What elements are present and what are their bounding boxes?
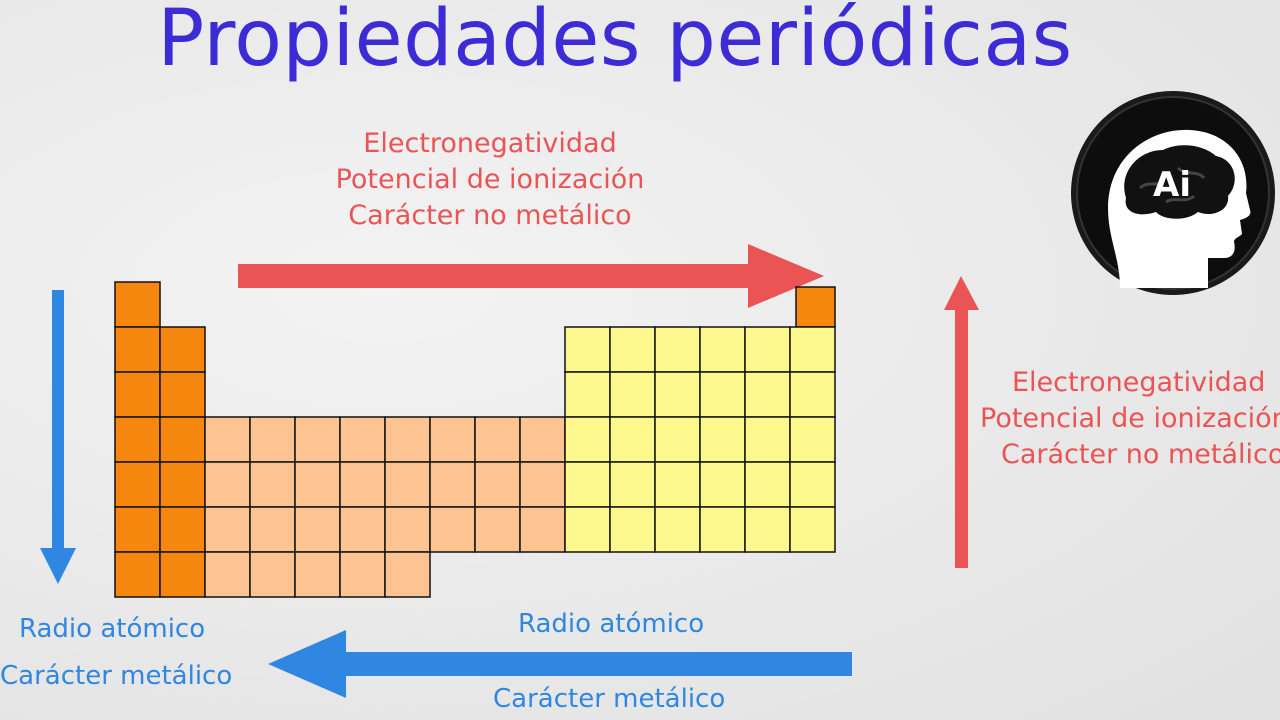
element-cell — [339, 416, 386, 463]
element-cell — [654, 506, 701, 553]
element-cell — [699, 326, 746, 373]
element-cell — [114, 461, 161, 508]
element-cell — [519, 416, 566, 463]
element-cell — [159, 506, 206, 553]
ai-logo: Ai — [1068, 88, 1278, 298]
element-cell — [429, 416, 476, 463]
element-cell — [699, 416, 746, 463]
element-cell — [384, 506, 431, 553]
element-cell — [294, 551, 341, 598]
element-cell — [654, 461, 701, 508]
right-label-line-3: Carácter no metálico — [1001, 439, 1280, 470]
element-cell — [204, 506, 251, 553]
top-right-arrow — [238, 244, 824, 308]
element-cell — [609, 506, 656, 553]
element-cell — [114, 416, 161, 463]
element-cell — [795, 286, 836, 328]
element-cell — [339, 506, 386, 553]
element-cell — [654, 371, 701, 418]
element-cell — [339, 551, 386, 598]
element-cell — [609, 461, 656, 508]
element-cell — [159, 371, 206, 418]
element-cell — [564, 416, 611, 463]
element-cell — [114, 371, 161, 418]
element-cell — [429, 461, 476, 508]
element-cell — [474, 416, 521, 463]
element-cell — [159, 326, 206, 373]
element-cell — [114, 281, 161, 328]
element-cell — [384, 461, 431, 508]
element-cell — [204, 416, 251, 463]
element-cell — [744, 326, 791, 373]
bottom-left-arrow — [268, 630, 852, 698]
top-label-line-1: Electronegatividad — [363, 128, 617, 159]
element-cell — [564, 371, 611, 418]
element-cell — [384, 551, 431, 598]
element-cell — [564, 326, 611, 373]
right-up-arrow — [944, 276, 979, 568]
element-cell — [159, 416, 206, 463]
bottom-label-line-2: Carácter metálico — [493, 684, 726, 714]
element-cell — [519, 461, 566, 508]
element-cell — [519, 506, 566, 553]
element-cell — [699, 461, 746, 508]
element-cell — [789, 416, 836, 463]
element-cell — [294, 461, 341, 508]
element-cell — [744, 506, 791, 553]
head-brain-icon: Ai — [1071, 91, 1275, 295]
right-trend-label: Electronegatividad Potencial de ionizaci… — [980, 365, 1280, 473]
element-cell — [249, 416, 296, 463]
element-cell — [384, 416, 431, 463]
top-label-line-2: Potencial de ionización — [335, 164, 645, 195]
top-label-line-3: Carácter no metálico — [348, 200, 632, 231]
element-cell — [564, 461, 611, 508]
element-cell — [609, 326, 656, 373]
element-cell — [474, 506, 521, 553]
element-cell — [114, 326, 161, 373]
element-cell — [249, 506, 296, 553]
element-cell — [609, 371, 656, 418]
element-cell — [654, 326, 701, 373]
element-cell — [654, 416, 701, 463]
page-title: Propiedades periódicas — [157, 0, 1073, 84]
left-down-arrow — [40, 290, 76, 584]
element-cell — [339, 461, 386, 508]
element-cell — [699, 371, 746, 418]
element-cell — [204, 551, 251, 598]
element-cell — [789, 461, 836, 508]
element-cell — [204, 461, 251, 508]
element-cell — [294, 416, 341, 463]
right-label-line-2: Potencial de ionización — [980, 403, 1280, 434]
element-cell — [249, 461, 296, 508]
element-cell — [564, 506, 611, 553]
element-cell — [744, 416, 791, 463]
element-cell — [474, 461, 521, 508]
element-cell — [294, 506, 341, 553]
element-cell — [429, 506, 476, 553]
element-cell — [159, 461, 206, 508]
element-cell — [159, 551, 206, 598]
element-cell — [789, 506, 836, 553]
logo-text: Ai — [1153, 165, 1191, 205]
left-label-line-1: Radio atómico — [19, 614, 206, 644]
element-cell — [789, 371, 836, 418]
element-cell — [114, 551, 161, 598]
right-label-line-1: Electronegatividad — [1012, 367, 1266, 398]
top-trend-label: Electronegatividad Potencial de ionizaci… — [320, 126, 660, 234]
left-label-line-2: Carácter metálico — [0, 661, 233, 691]
element-cell — [249, 551, 296, 598]
element-cell — [789, 326, 836, 373]
element-cell — [609, 416, 656, 463]
element-cell — [744, 461, 791, 508]
element-cell — [114, 506, 161, 553]
element-cell — [744, 371, 791, 418]
bottom-label-line-1: Radio atómico — [518, 609, 705, 639]
element-cell — [699, 506, 746, 553]
